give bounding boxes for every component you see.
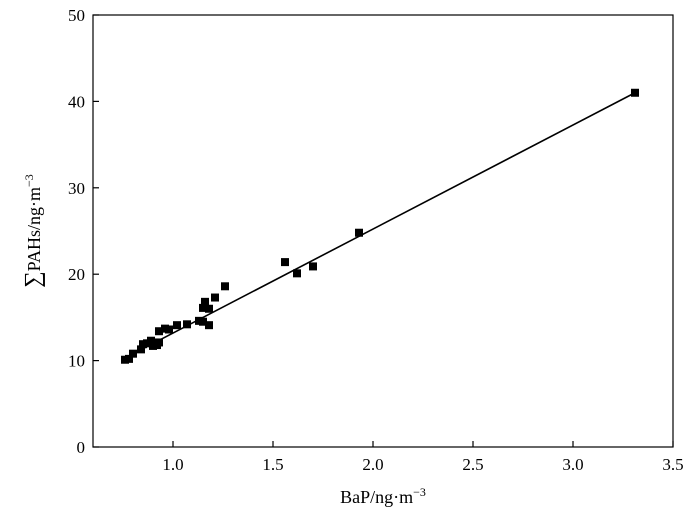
data-point (155, 327, 163, 336)
data-point (205, 321, 213, 330)
data-point (205, 304, 213, 313)
data-point (147, 336, 155, 345)
data-point (129, 349, 137, 358)
y-tick-label: 30 (68, 179, 85, 198)
regression-line (124, 92, 636, 359)
data-point (201, 297, 209, 306)
data-point (137, 345, 145, 354)
x-axis-label: BaP/ng·m−3 (340, 485, 426, 507)
data-point (199, 317, 207, 326)
y-tick-label: 50 (68, 6, 85, 25)
data-point (631, 88, 639, 97)
y-tick-label: 40 (68, 92, 85, 111)
x-tick-label: 2.0 (362, 455, 383, 474)
data-point (165, 325, 173, 334)
x-tick-label: 3.0 (562, 455, 583, 474)
x-tick-label: 2.5 (462, 455, 483, 474)
x-tick-label: 1.0 (162, 455, 183, 474)
data-point (125, 354, 133, 363)
data-point (173, 321, 181, 330)
x-tick-label: 3.5 (662, 455, 683, 474)
data-point (309, 262, 317, 271)
data-point (199, 303, 207, 312)
data-point (355, 228, 363, 237)
plot-frame (92, 14, 674, 448)
y-tick-label: 0 (77, 438, 86, 457)
y-tick-label: 20 (68, 265, 85, 284)
data-point (155, 338, 163, 347)
x-tick-label: 1.5 (262, 455, 283, 474)
data-point (211, 293, 219, 302)
data-point (281, 258, 289, 267)
y-tick-label: 10 (68, 352, 85, 371)
data-point (183, 320, 191, 329)
y-axis-label: ∑PAHs/ng·m−3 (20, 174, 45, 288)
data-point (221, 282, 229, 291)
data-point (293, 269, 301, 278)
